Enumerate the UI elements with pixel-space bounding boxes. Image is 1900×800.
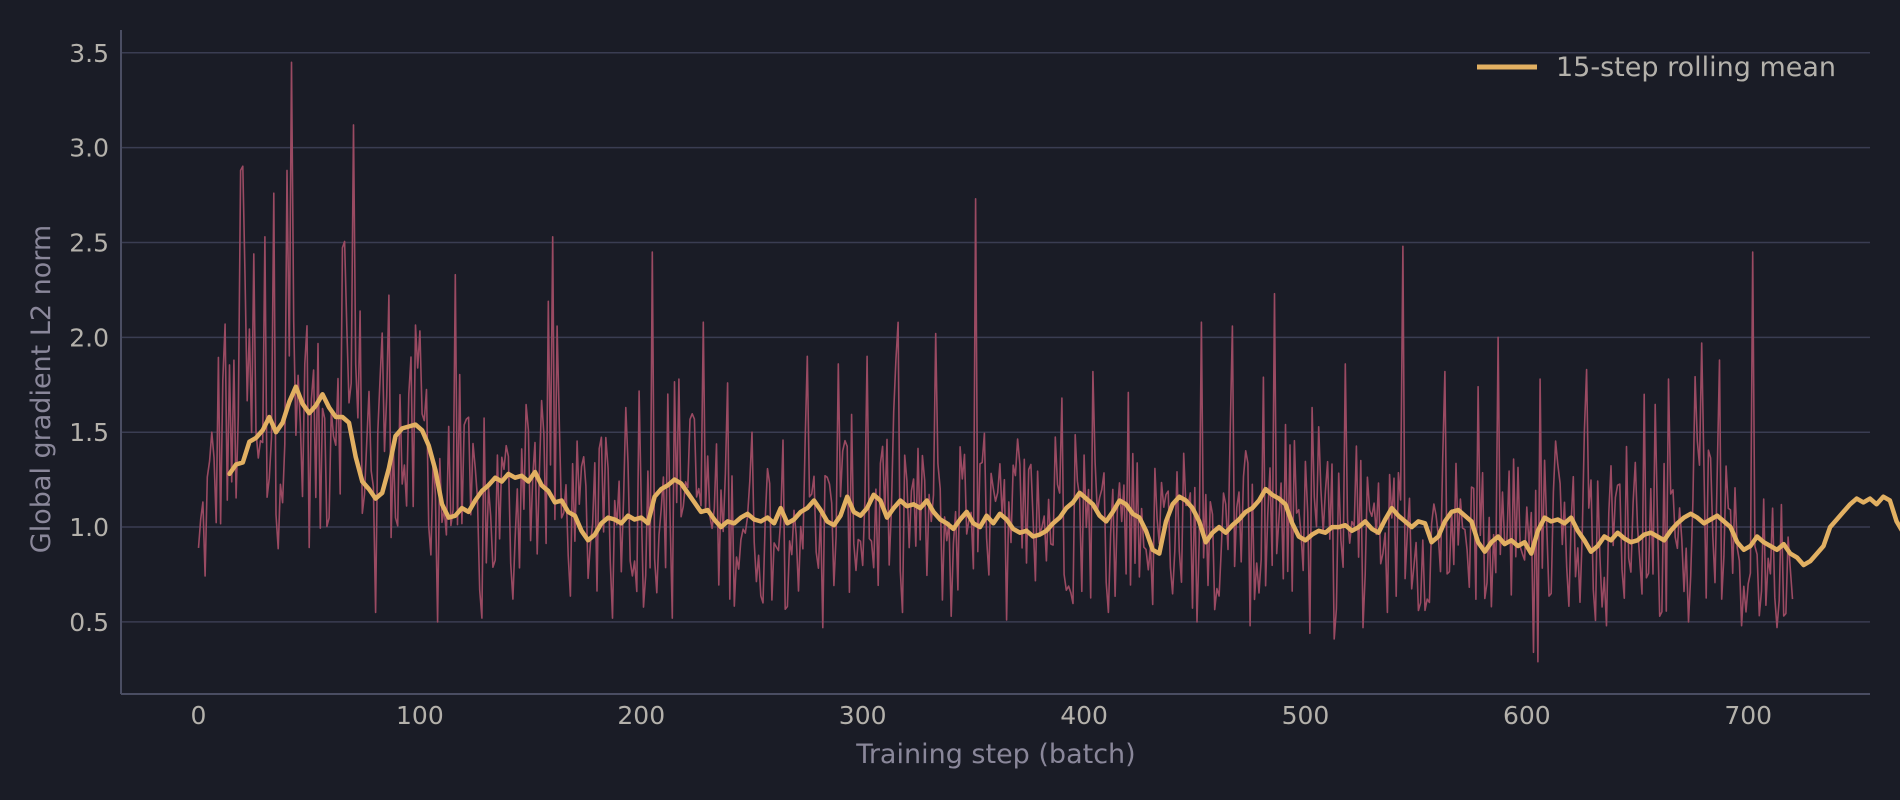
rolling-mean-series (227, 384, 1900, 568)
x-tick-label: 300 (839, 701, 887, 730)
x-tick-label: 100 (396, 701, 444, 730)
rolling-mean-line (227, 384, 1900, 568)
x-tick-label: 200 (617, 701, 665, 730)
x-axis-title: Training step (batch) (855, 739, 1135, 770)
y-tick-label: 1.0 (69, 513, 109, 542)
y-axis-title: Global gradient L2 norm (26, 225, 57, 553)
y-tick-label: 1.5 (69, 418, 109, 447)
x-tick-labels: 0 100 200 300 400 500 600 700 (191, 701, 1773, 730)
x-tick-label: 600 (1503, 701, 1551, 730)
legend: 15-step rolling mean (1477, 52, 1836, 83)
x-tick-label: 400 (1060, 701, 1108, 730)
axes (120, 30, 1870, 695)
x-tick-label: 0 (191, 701, 207, 730)
x-tick-label: 500 (1282, 701, 1330, 730)
y-tick-label: 3.0 (69, 134, 109, 163)
raw-gradient-norm-line (197, 61, 1794, 663)
raw-series (197, 61, 1794, 663)
y-tick-label: 2.5 (69, 228, 109, 257)
y-tick-label: 3.5 (69, 39, 109, 68)
x-tick-label: 700 (1724, 701, 1772, 730)
y-tick-label: 0.5 (69, 608, 109, 637)
y-tick-labels: 0.5 1.0 1.5 2.0 2.5 3.0 3.5 (69, 39, 109, 637)
legend-rolling-label: 15-step rolling mean (1556, 52, 1836, 83)
y-tick-label: 2.0 (69, 323, 109, 352)
